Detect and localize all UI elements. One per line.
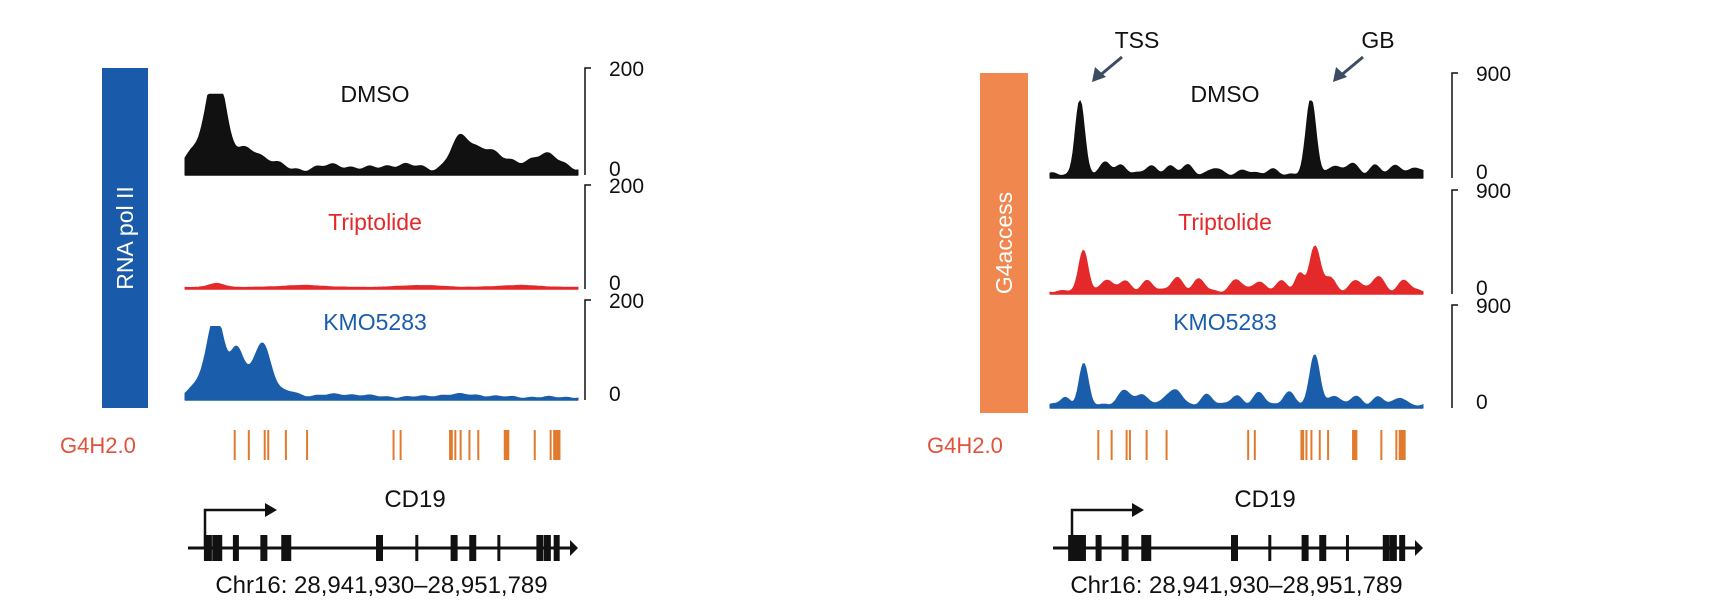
gene-exon [543, 535, 551, 561]
strand-arrow-icon [1415, 540, 1423, 556]
gene-exon [1075, 535, 1086, 561]
scale-min-label: 0 [609, 383, 621, 406]
scale-max-label: 200 [609, 58, 644, 81]
annotation-arrowhead-icon [1092, 67, 1106, 82]
annotation-tss: TSS [1115, 27, 1160, 53]
scale-max-label: 900 [1476, 63, 1511, 86]
gene-exon [1319, 535, 1327, 561]
strand-arrow-icon [570, 540, 578, 556]
gene-exon [1389, 535, 1397, 561]
scale-max-label: 900 [1476, 180, 1511, 203]
panel-g4access: G4accessDMSO9000Triptolide9000KMO5283900… [927, 27, 1511, 599]
gene-exon [497, 535, 501, 561]
tss-arrowhead-icon [265, 503, 277, 517]
gene-exon [1345, 535, 1349, 561]
gene-exon [536, 535, 544, 561]
gene-exon [1141, 535, 1152, 561]
coverage-track-kmo5283 [1049, 354, 1424, 409]
scale-min-label: 0 [609, 158, 621, 181]
gene-exon [232, 535, 239, 561]
gene-exon [553, 535, 560, 561]
gene-exon [415, 535, 419, 561]
scale-bracket [1451, 189, 1458, 294]
genomic-coordinates: Chr16: 28,941,930–28,951,789 [1070, 572, 1402, 599]
gene-exon [376, 535, 383, 561]
annotation-gb: GB [1361, 27, 1394, 53]
sample-label: Triptolide [1178, 209, 1272, 235]
gene-exon [450, 535, 458, 561]
g4h2-label: G4H2.0 [60, 433, 136, 458]
assay-bar [980, 73, 1028, 413]
scale-bracket [584, 67, 591, 175]
gene-exon [469, 535, 477, 561]
genomic-coordinates: Chr16: 28,941,930–28,951,789 [215, 572, 547, 599]
panel-rna-pol-ii: RNA pol IIDMSO2000Triptolide2000KMO52832… [60, 58, 644, 599]
scale-bracket [584, 184, 591, 289]
scale-bracket [1451, 304, 1458, 408]
tss-arrowhead-icon [1132, 503, 1144, 517]
sample-label: KMO5283 [323, 309, 427, 335]
gene-exon [1231, 535, 1238, 561]
tss-arrow-line [1070, 508, 1134, 548]
scale-min-label: 0 [1476, 161, 1488, 184]
assay-label: G4access [991, 192, 1017, 294]
gene-exon [1399, 535, 1406, 561]
coverage-track-dmso [184, 93, 579, 176]
coverage-track-dmso [1049, 99, 1424, 179]
tss-arrow-line [203, 508, 267, 548]
scale-max-label: 900 [1476, 295, 1511, 318]
gene-exon [1301, 535, 1309, 561]
scale-min-label: 0 [1476, 277, 1488, 300]
gene-name: CD19 [384, 486, 445, 513]
scale-max-label: 200 [609, 175, 644, 198]
gene-exon [1382, 535, 1390, 561]
assay-bar [102, 68, 148, 408]
coverage-track-kmo5283 [184, 326, 579, 401]
gene-exon [281, 535, 292, 561]
coverage-track-triptolide [1049, 245, 1424, 295]
gene-exon [203, 535, 212, 561]
gene-exon [1121, 535, 1129, 561]
scale-max-label: 200 [609, 290, 644, 313]
g4h2-label: G4H2.0 [927, 433, 1003, 458]
scale-min-label: 0 [1476, 391, 1488, 414]
sample-label: Triptolide [328, 209, 422, 235]
coverage-track-triptolide [184, 282, 579, 290]
assay-label: RNA pol II [112, 186, 138, 290]
annotation-arrowhead-icon [1333, 67, 1347, 82]
scale-min-label: 0 [609, 272, 621, 295]
sample-label: KMO5283 [1173, 309, 1277, 335]
gene-exon [260, 535, 268, 561]
gene-exon [212, 535, 223, 561]
sample-label: DMSO [1191, 81, 1260, 107]
gene-exon [1095, 535, 1102, 561]
gene-name: CD19 [1234, 486, 1295, 513]
scale-bracket [584, 299, 591, 400]
gene-exon [1268, 535, 1272, 561]
scale-bracket [1451, 72, 1458, 178]
sample-label: DMSO [341, 81, 410, 107]
